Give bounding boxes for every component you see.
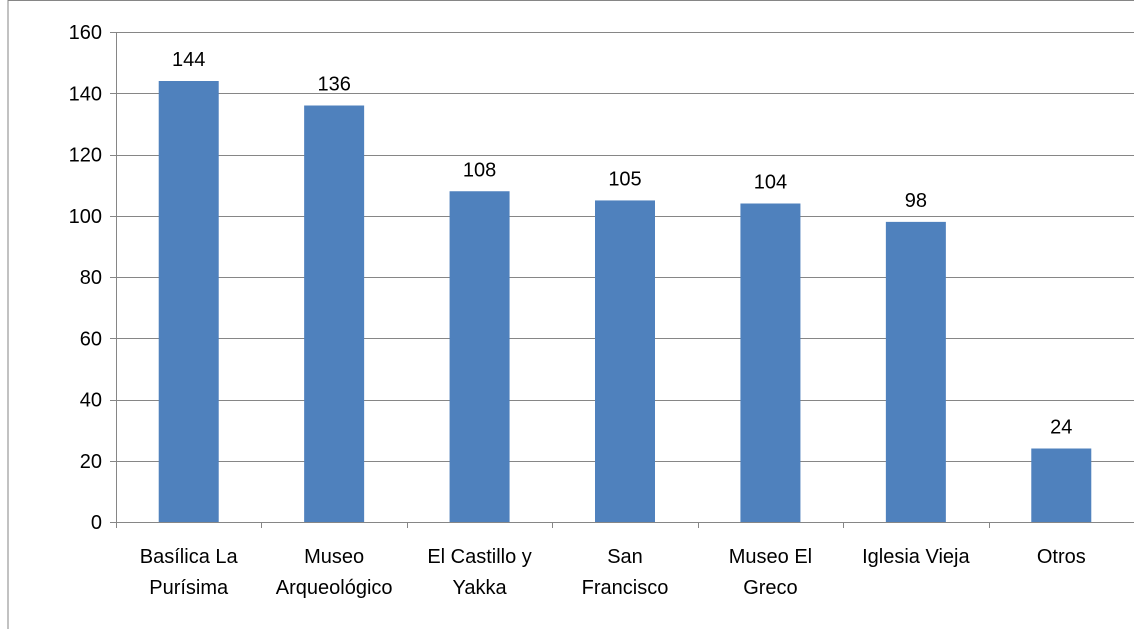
- bars: [158, 81, 1092, 522]
- y-tick-labels: 0 20 40 60 80 100 120 140 160: [69, 22, 102, 534]
- bar: [740, 203, 801, 522]
- x-tick-label: Museo El Greco: [729, 546, 812, 599]
- bar: [885, 221, 946, 522]
- x-tick-label-line: Yakka: [453, 577, 508, 599]
- x-tick-label-line: Iglesia Vieja: [862, 546, 970, 568]
- data-label: 98: [905, 190, 927, 212]
- y-tick-label: 40: [80, 390, 102, 412]
- x-tick-label: Basílica La Purísima: [140, 546, 239, 599]
- x-tick-label: San Francisco: [582, 546, 669, 599]
- y-tick-label: 0: [91, 512, 102, 534]
- bar: [1031, 448, 1092, 522]
- bar: [449, 191, 510, 522]
- x-tick-label-line: Museo El: [729, 546, 812, 568]
- y-tick-label: 100: [69, 206, 102, 228]
- y-tick-label: 60: [80, 328, 102, 350]
- y-tick-label: 80: [80, 267, 102, 289]
- bar: [158, 81, 219, 522]
- x-tick-label: Otros: [1037, 546, 1086, 568]
- bar: [304, 105, 365, 522]
- x-tick-label-line: Basílica La: [140, 546, 239, 568]
- y-tick-label: 120: [69, 145, 102, 167]
- bar: [595, 200, 655, 522]
- x-tick-label-line: Museo: [304, 546, 364, 568]
- x-tick-labels: Basílica La Purísima Museo Arqueológico El C…: [140, 546, 1086, 599]
- x-tick-label: El Castillo y Yakka: [427, 546, 531, 599]
- chart-border: [7, 0, 1134, 629]
- data-labels: 144 136 108 105 104 98 24: [172, 49, 1072, 439]
- x-tick-label: Museo Arqueológico: [276, 546, 393, 599]
- data-label: 144: [172, 49, 205, 71]
- y-tick-label: 20: [80, 451, 102, 473]
- data-label: 24: [1050, 417, 1072, 439]
- x-tick-label-line: El Castillo y: [427, 546, 531, 568]
- y-tick-label: 140: [69, 83, 102, 105]
- axes: [110, 32, 1134, 528]
- chart-title: [0, 0, 1134, 8]
- x-tick-label-line: San: [607, 546, 643, 568]
- x-tick-label: Iglesia Vieja: [862, 546, 970, 568]
- x-tick-label-line: Greco: [743, 577, 797, 599]
- x-tick-label-line: Arqueológico: [276, 577, 393, 599]
- data-label: 136: [317, 74, 350, 96]
- y-tick-label: 160: [69, 22, 102, 44]
- data-label: 104: [754, 172, 787, 194]
- x-tick-label-line: Purísima: [149, 577, 229, 599]
- x-tick-label-line: Otros: [1037, 546, 1086, 568]
- data-label: 105: [608, 168, 641, 190]
- data-label: 108: [463, 159, 496, 181]
- x-tick-label-line: Francisco: [582, 577, 669, 599]
